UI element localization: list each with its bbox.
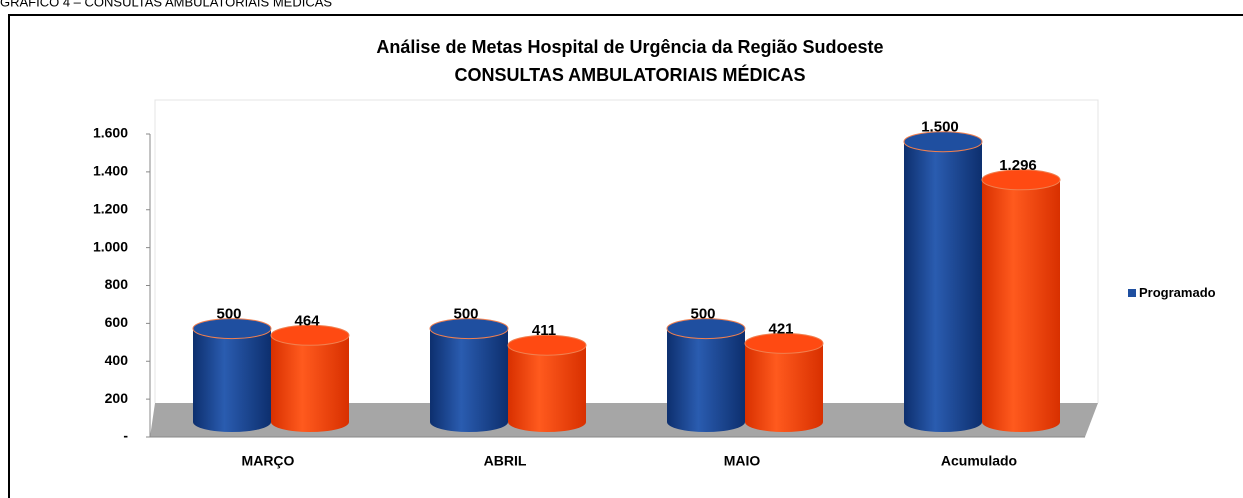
y-tick-label: 1.000 [93, 238, 128, 254]
y-tick-label: 400 [105, 352, 129, 368]
y-tick-label: 800 [105, 276, 129, 292]
y-tick-label: 200 [105, 390, 129, 406]
bar-top [903, 131, 983, 153]
data-label: 500 [453, 306, 478, 323]
back-wall [154, 99, 1099, 403]
y-tick-label: - [123, 428, 128, 444]
y-tick-label: 1.400 [93, 163, 128, 179]
y-tick-label: 1.200 [93, 200, 128, 216]
chart-subtitle: CONSULTAS AMBULATORIAIS MÉDICAS [455, 64, 806, 85]
bar [904, 141, 982, 422]
bar [982, 179, 1060, 422]
data-label: 464 [294, 312, 320, 329]
bar-top [270, 324, 350, 346]
x-tick-label: ABRIL [484, 453, 527, 469]
y-tick-label: 600 [105, 314, 129, 330]
bar-top [429, 318, 509, 340]
y-tick-label: 1.600 [93, 125, 128, 141]
data-label: 500 [690, 306, 715, 323]
data-label: 1.500 [921, 119, 959, 136]
bar [430, 328, 508, 422]
bar [745, 343, 823, 422]
frame [8, 14, 1243, 498]
bar-top [744, 332, 824, 354]
x-tick-label: MAIO [724, 453, 761, 469]
bar-top [981, 169, 1061, 191]
data-label: 500 [216, 306, 241, 323]
bar [193, 328, 271, 422]
data-label: 411 [532, 322, 556, 339]
bar-top [507, 334, 587, 356]
bar [508, 345, 586, 422]
legend: Programado [1128, 285, 1216, 300]
legend-swatch [1128, 289, 1136, 297]
bar-top [666, 318, 746, 340]
legend-label: Programado [1139, 285, 1216, 300]
data-label: 421 [768, 320, 793, 337]
bar [667, 328, 745, 422]
bar [271, 335, 349, 422]
chart-title: Análise de Metas Hospital de Urgência da… [376, 37, 883, 57]
caption: GRÁFICO 4 – CONSULTAS AMBULATORIAIS MÉDI… [0, 0, 332, 9]
data-label: 1.296 [999, 157, 1037, 174]
floor [150, 403, 1098, 437]
bar-top [192, 318, 272, 340]
x-tick-label: Acumulado [941, 453, 1017, 469]
x-tick-label: MARÇO [242, 453, 295, 469]
